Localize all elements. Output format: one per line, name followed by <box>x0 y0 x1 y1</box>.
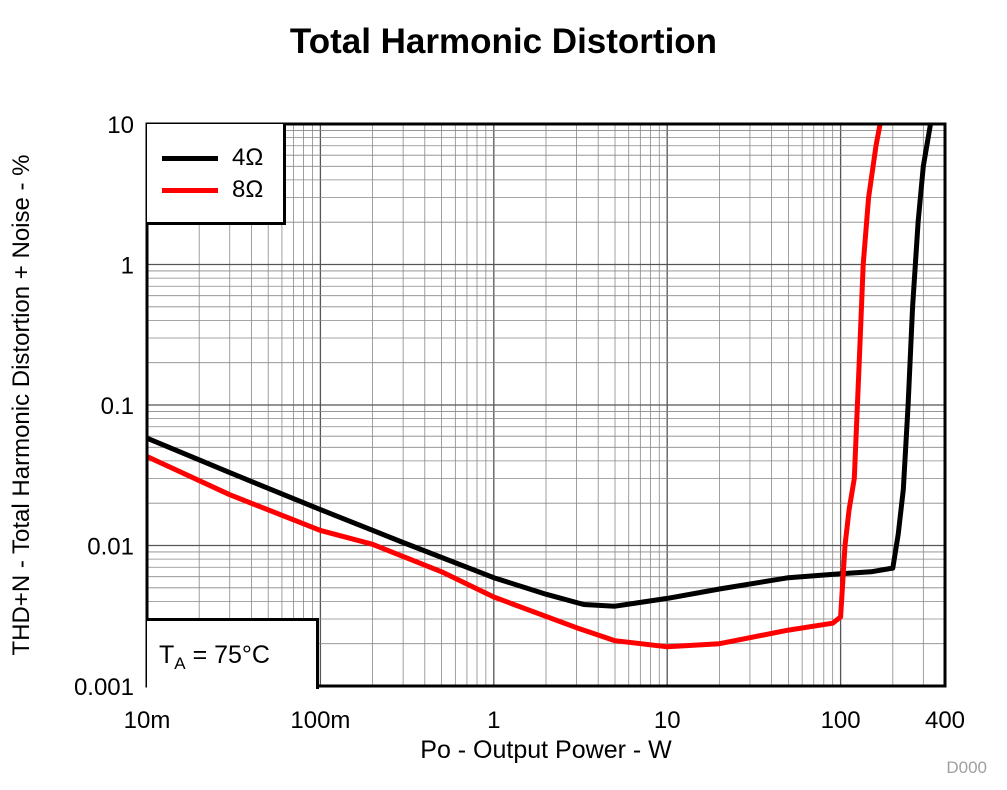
y-axis-label: THD+N - Total Harmonic Distortion + Nois… <box>8 154 35 656</box>
y-tick-label: 10 <box>107 112 134 139</box>
x-tick-label: 10m <box>124 707 171 734</box>
series-line-8ohm <box>147 124 883 650</box>
annotation-subscript: A <box>174 654 186 673</box>
x-tick-label: 1 <box>487 707 500 734</box>
temperature-annotation: TA = 75°C <box>147 618 319 689</box>
legend-label: 8Ω <box>232 176 264 203</box>
x-tick-label: 400 <box>925 707 965 734</box>
chart-title: Total Harmonic Distortion <box>289 22 718 61</box>
legend-swatch <box>162 187 218 193</box>
plot-frame <box>145 122 947 688</box>
legend-item-4ohm: 4Ω <box>162 144 263 172</box>
legend-item-8ohm: 8Ω <box>162 176 263 204</box>
legend: 4Ω 8Ω <box>147 124 286 225</box>
figure-code: D000 <box>946 758 987 777</box>
x-axis-label: Po - Output Power - W <box>420 736 672 764</box>
y-tick-label: 0.01 <box>87 534 134 561</box>
x-tick-label: 10 <box>654 707 681 734</box>
x-tick-label: 100 <box>821 707 861 734</box>
x-tick-label: 100m <box>290 707 350 734</box>
legend-swatch <box>162 155 218 161</box>
legend-label: 4Ω <box>232 144 264 171</box>
series-line-4ohm <box>147 124 933 609</box>
y-tick-label: 1 <box>121 253 134 280</box>
y-tick-label: 0.1 <box>101 393 134 420</box>
y-tick-label: 0.001 <box>74 674 134 701</box>
annotation-text-rest: = 75°C <box>185 641 270 669</box>
annotation-text: T <box>159 641 175 669</box>
